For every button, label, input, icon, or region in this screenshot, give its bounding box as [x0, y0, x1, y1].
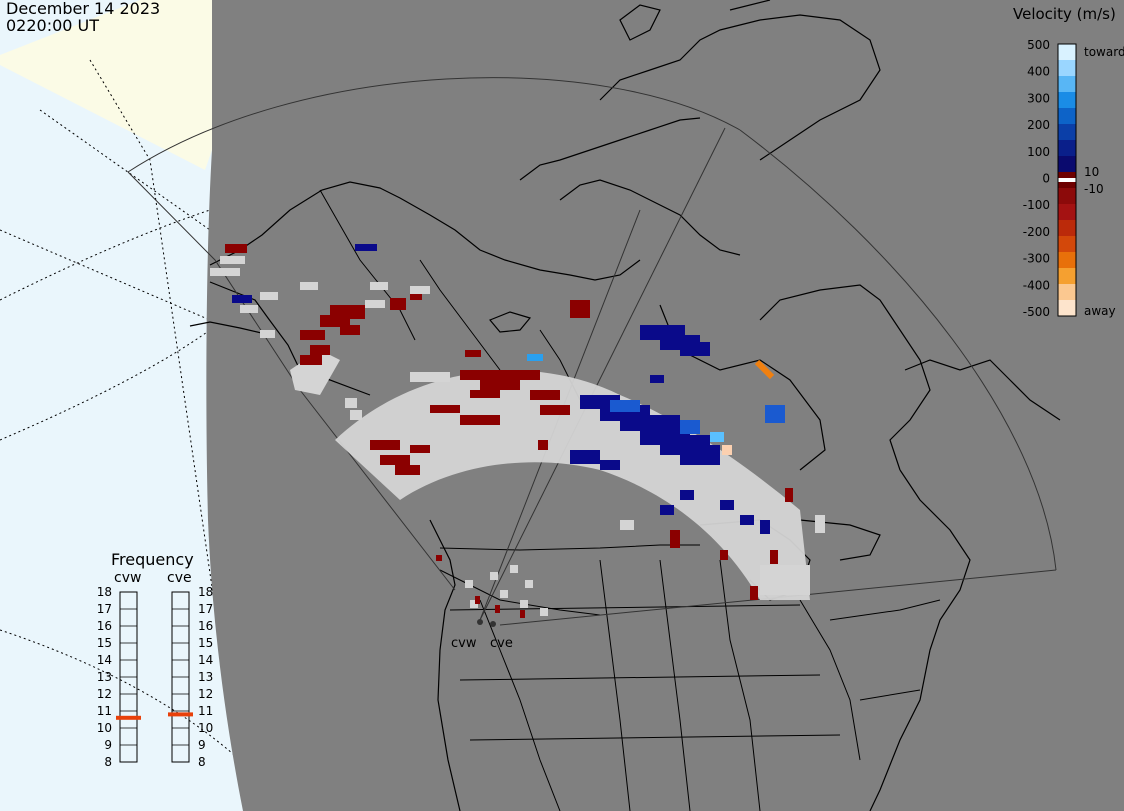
- frequency-tick-right: 8: [198, 755, 206, 769]
- velocity-tick: -400: [1023, 278, 1050, 292]
- frequency-radar-cve: cve: [167, 570, 192, 586]
- colorbar-segment: [1058, 268, 1076, 285]
- frequency-tick-right: 14: [198, 653, 213, 667]
- colorbar-segment: [1058, 204, 1076, 221]
- colorbar-frame: [1057, 43, 1077, 317]
- frequency-tick-right: 11: [198, 704, 213, 718]
- velocity-tick: 100: [1027, 145, 1050, 159]
- colorbar-segment: [1058, 188, 1076, 205]
- colorbar-label-away: away: [1084, 304, 1116, 318]
- velocity-tick-labels: 500 400 300 200 100 0 -100 -200 -300 -400 -500: [1023, 38, 1050, 319]
- radar-label-cvw: cvw: [451, 636, 477, 651]
- velocity-tick: 400: [1027, 65, 1050, 79]
- colorbar-zero-band: [1058, 178, 1076, 182]
- velocity-tick: 200: [1027, 118, 1050, 132]
- frequency-tick-right: 16: [198, 619, 213, 633]
- time-label: 0220:00 UT: [6, 16, 100, 35]
- radar-site-cvw: [477, 619, 483, 625]
- colorbar-segment: [1058, 108, 1076, 125]
- colorbar-segment: [1058, 140, 1076, 157]
- colorbar-segment: [1058, 252, 1076, 269]
- velocity-tick: 0: [1042, 172, 1050, 186]
- frequency-tick-left: 11: [97, 704, 112, 718]
- velocity-tick: 300: [1027, 91, 1050, 105]
- graticule: [0, 59, 241, 781]
- frequency-tick-right: 10: [198, 721, 213, 735]
- colorbar-label-10: 10: [1084, 165, 1099, 179]
- colorbar-segment: [1058, 236, 1076, 253]
- frequency-tick-left: 13: [97, 670, 112, 684]
- frequency-marker-cve: [168, 712, 193, 717]
- colorbar-segment: [1058, 44, 1076, 61]
- colorbar-segment: [1058, 60, 1076, 77]
- velocity-scatter: [210, 244, 825, 618]
- velocity-tick: 500: [1027, 38, 1050, 52]
- frequency-tick-left: 8: [104, 755, 112, 769]
- colorbar-label-neg10: -10: [1084, 182, 1104, 196]
- frequency-radar-cvw: cvw: [114, 570, 141, 586]
- radar-site-cve: [490, 621, 496, 627]
- colorbar-segment: [1058, 124, 1076, 141]
- colorbar-segment: [1058, 284, 1076, 301]
- frequency-title: Frequency: [111, 550, 194, 569]
- frequency-scales: 18 18 17 17 16 16 15 15 14 14 13 13 12 12 11 11 10 10 9 9 8 8: [97, 585, 214, 769]
- colorbar-segment: [1058, 76, 1076, 93]
- colorbar-segment: [1058, 92, 1076, 109]
- colorbar-label-toward: toward: [1084, 45, 1124, 59]
- velocity-colorbar: [1057, 43, 1077, 317]
- frequency-tick-left: 18: [97, 585, 112, 599]
- radar-sites: cvw cve: [451, 619, 513, 651]
- velocity-tick: -300: [1023, 252, 1050, 266]
- velocity-tick: -500: [1023, 305, 1050, 319]
- frequency-tick-right: 9: [198, 738, 206, 752]
- frequency-tick-left: 9: [104, 738, 112, 752]
- velocity-tick: -200: [1023, 225, 1050, 239]
- frequency-tick-right: 17: [198, 602, 213, 616]
- frequency-tick-left: 12: [97, 687, 112, 701]
- colorbar-segment: [1058, 300, 1076, 317]
- frequency-tick-left: 14: [97, 653, 112, 667]
- frequency-tick-left: 17: [97, 602, 112, 616]
- frequency-tick-left: 16: [97, 619, 112, 633]
- colorbar-segment: [1058, 156, 1076, 173]
- frequency-tick-right: 13: [198, 670, 213, 684]
- frequency-tick-right: 18: [198, 585, 213, 599]
- frequency-tick-right: 12: [198, 687, 213, 701]
- velocity-tick: -100: [1023, 198, 1050, 212]
- frequency-marker-cvw: [116, 715, 141, 720]
- frequency-tick-left: 10: [97, 721, 112, 735]
- greenland-ice: [0, 0, 215, 170]
- date-label: December 14 2023: [6, 0, 161, 18]
- frequency-tick-right: 15: [198, 636, 213, 650]
- colorbar-segment: [1058, 220, 1076, 237]
- land-area: [206, 0, 1124, 811]
- velocity-legend-title: Velocity (m/s): [1013, 5, 1116, 23]
- radar-label-cve: cve: [490, 636, 513, 651]
- frequency-tick-left: 15: [97, 636, 112, 650]
